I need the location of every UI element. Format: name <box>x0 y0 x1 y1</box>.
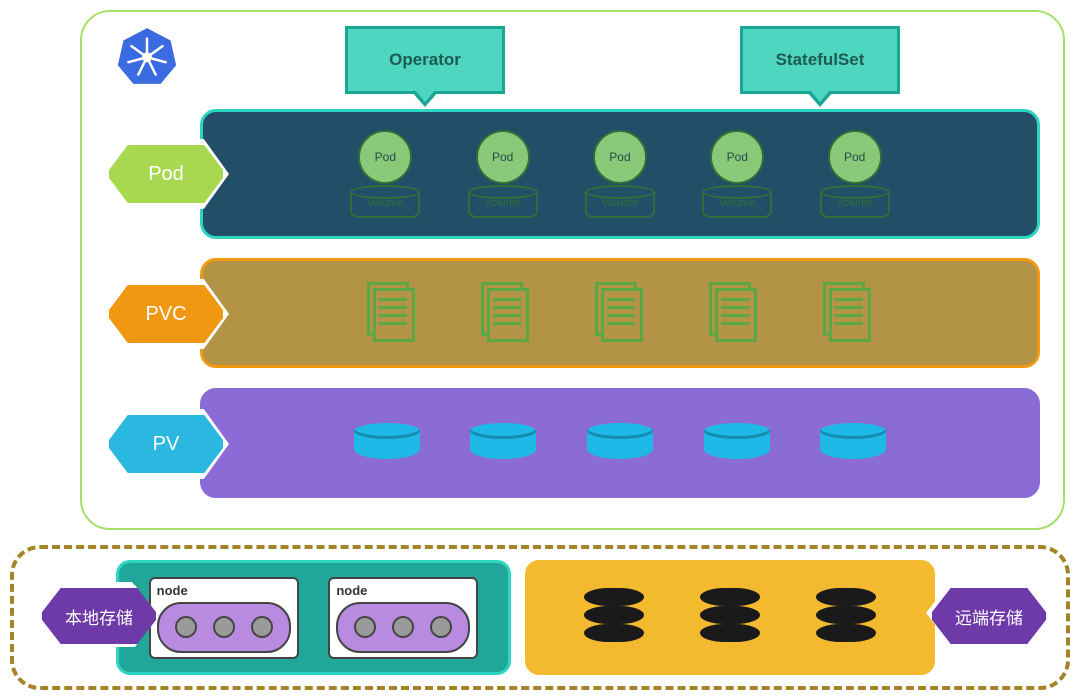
node-box: node <box>328 577 478 659</box>
pv-cylinder-icon <box>820 423 886 463</box>
pv-cylinder-icon <box>587 423 653 463</box>
remote-storage-label: 远端存储 <box>955 604 1023 629</box>
pv-hex: PV <box>106 412 226 476</box>
local-storage-hex: 本地存储 <box>39 585 159 647</box>
pod-unit: Pod Volume <box>702 130 772 218</box>
pod-layer: Pod Volume Pod Volume Pod Volume Pod Volume Pod V… <box>200 109 1040 239</box>
pvc-doc-icon <box>709 282 759 344</box>
pod-unit: Pod Volume <box>585 130 655 218</box>
node-title: node <box>336 583 470 598</box>
volume-icon: Volume <box>702 188 772 218</box>
volume-icon: Volume <box>468 188 538 218</box>
pvc-doc-icon <box>595 282 645 344</box>
pod-unit: Pod Volume <box>468 130 538 218</box>
node-ball-icon <box>354 616 376 638</box>
pv-cylinder-icon <box>354 423 420 463</box>
pod-icon: Pod <box>593 130 647 184</box>
pod-row: Pod Volume Pod Volume Pod Volume Pod Volume Pod V… <box>203 112 1037 236</box>
database-stack-icon <box>816 588 876 648</box>
pvc-doc-icon <box>481 282 531 344</box>
pv-cylinder-icon <box>470 423 536 463</box>
volume-icon: Volume <box>350 188 420 218</box>
node-box: node <box>149 577 299 659</box>
local-storage-panel: node node <box>116 560 511 675</box>
local-storage-label: 本地存储 <box>65 604 133 629</box>
kubernetes-logo-icon <box>116 25 178 87</box>
pod-icon: Pod <box>828 130 882 184</box>
database-stack-icon <box>584 588 644 648</box>
pod-hex-label: Pod <box>148 163 184 186</box>
operator-label: Operator <box>389 50 461 70</box>
pvc-row <box>203 261 1037 365</box>
remote-storage-panel <box>525 560 935 675</box>
pod-hex: Pod <box>106 142 226 206</box>
pv-row <box>203 391 1037 495</box>
node-ball-icon <box>430 616 452 638</box>
pod-icon: Pod <box>710 130 764 184</box>
database-stack-icon <box>700 588 760 648</box>
pod-icon: Pod <box>476 130 530 184</box>
node-ball-icon <box>175 616 197 638</box>
pv-cylinder-icon <box>704 423 770 463</box>
operator-callout: Operator <box>345 26 505 94</box>
pv-hex-label: PV <box>153 433 180 456</box>
node-title: node <box>157 583 291 598</box>
statefulset-label: StatefulSet <box>776 50 865 70</box>
node-pill-icon <box>336 602 470 653</box>
pvc-doc-icon <box>823 282 873 344</box>
node-ball-icon <box>251 616 273 638</box>
volume-icon: Volume <box>585 188 655 218</box>
node-ball-icon <box>213 616 235 638</box>
pv-layer <box>200 388 1040 498</box>
node-pill-icon <box>157 602 291 653</box>
statefulset-callout: StatefulSet <box>740 26 900 94</box>
pvc-doc-icon <box>367 282 417 344</box>
pvc-layer <box>200 258 1040 368</box>
pvc-hex: PVC <box>106 282 226 346</box>
node-ball-icon <box>392 616 414 638</box>
remote-storage-hex: 远端存储 <box>929 585 1049 647</box>
volume-icon: Volume <box>820 188 890 218</box>
pvc-hex-label: PVC <box>145 303 186 326</box>
pod-unit: Pod Volume <box>820 130 890 218</box>
pod-icon: Pod <box>358 130 412 184</box>
pod-unit: Pod Volume <box>350 130 420 218</box>
